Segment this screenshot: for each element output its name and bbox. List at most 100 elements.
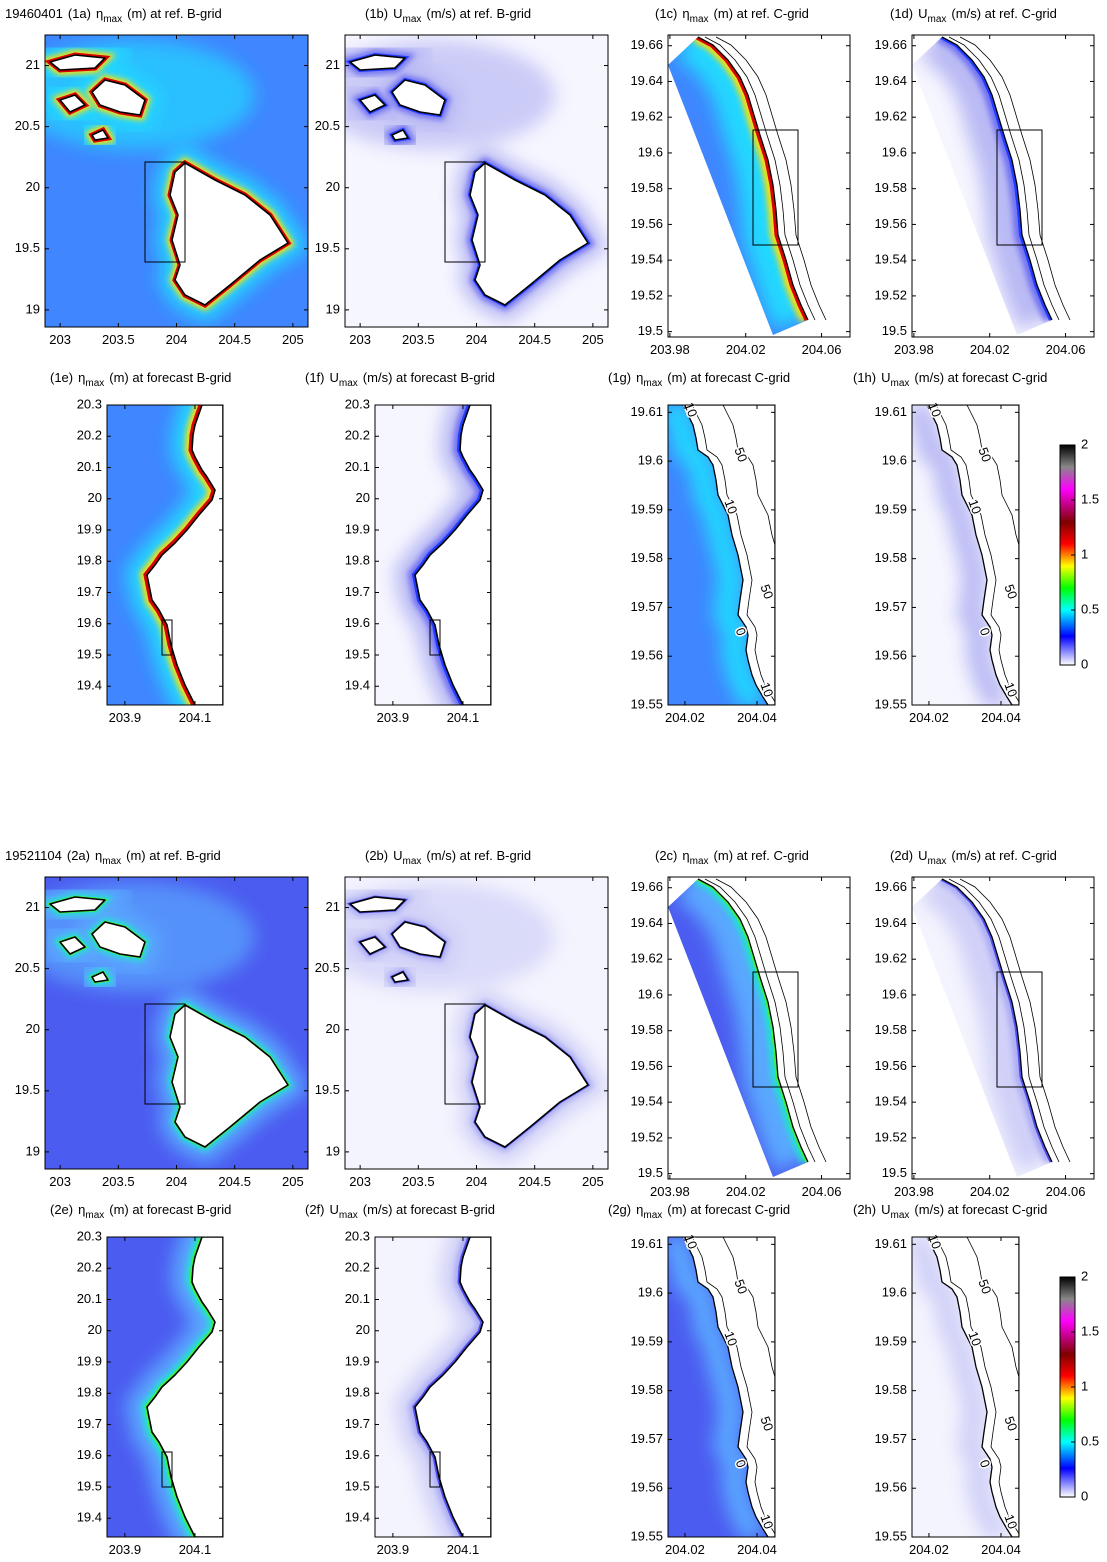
quantity-symbol: U [881,370,890,385]
inset-box [429,619,441,656]
depth-contour [691,1237,775,1535]
island [391,79,446,116]
panel-title-text: (m/s) at forecast C-grid [914,1202,1047,1217]
map-panel: (2g) ηmax (m) at forecast C-grid1050105001… [608,1202,790,1557]
y-tick-label: 20 [326,1021,340,1036]
y-tick-label: 19.57 [874,1431,907,1446]
panel-label: (1g) [608,370,631,385]
y-tick-label: 19.55 [630,696,663,711]
y-tick-label: 19.4 [345,1510,370,1525]
quantity-subscript: max [403,856,422,867]
coastline [697,878,809,1163]
y-tick-label: 19.7 [77,584,102,599]
y-tick-label: 19.56 [874,1058,907,1073]
x-tick-label: 203.9 [109,1542,142,1557]
quantity-subscript: max [643,378,662,389]
contour-label: 10 [1001,680,1020,699]
y-tick-label: 19.56 [630,1480,663,1495]
island [359,936,386,955]
panel-title: (1d) Umax (m/s) at ref. C-grid [890,6,1057,25]
quantity-symbol: U [918,6,927,21]
y-tick-label: 20.2 [345,1260,370,1275]
quantity-symbol: η [636,1202,643,1217]
x-tick-label: 203.98 [894,1184,934,1199]
y-tick-label: 19.7 [77,1416,102,1431]
contour-label: 10 [721,1329,740,1348]
map-panel: (1c) ηmax (m) at ref. C-grid 203.98 204.02 20… [630,6,851,357]
x-tick-label: 203.98 [894,342,934,357]
quantity-symbol: η [682,6,689,21]
y-tick-label: 20.5 [15,960,40,975]
y-tick-label: 20 [356,1322,370,1337]
date: 19460401 [5,6,63,21]
contour-label: 50 [975,445,994,464]
y-tick-label: 19.55 [874,1528,907,1543]
y-tick-label: 20 [326,179,340,194]
y-tick-label: 19.8 [77,553,102,568]
y-tick-label: 19.64 [874,915,907,930]
axes-frame [911,404,1020,706]
y-tick-label: 20.3 [345,396,370,411]
map-field [912,879,1052,1177]
island [469,162,589,306]
y-tick-label: 19.8 [345,1385,370,1400]
inset-box [144,161,186,263]
map-field [375,1237,491,1537]
panel-title: (2b) Umax (m/s) at ref. B-grid [365,848,531,867]
y-tick-label: 19.56 [630,216,663,231]
y-tick-label: 19.52 [874,1129,907,1144]
x-tick-label: 204.5 [218,1174,251,1189]
map-panel: 19521104 (2a) ηmax (m) at ref. B-grid 203 203… [5,848,309,1189]
land [926,405,1019,705]
quantity-subscript: max [85,378,104,389]
colorbar: 0 0.5 1 1.5 2 [1059,436,1099,671]
inset-box [996,129,1043,246]
contour-label: 50 [757,1414,776,1433]
inset-box [161,1451,173,1488]
island [391,129,409,141]
axes-frame [911,1236,1020,1538]
axes-frame [667,1236,776,1538]
x-tick-label: 203.5 [102,332,135,347]
y-tick-label: 20.5 [315,960,340,975]
land [682,1237,775,1537]
contour-label: 10 [757,680,776,699]
panel-label: (2f) [305,1202,325,1217]
x-tick-label: 204.1 [179,710,212,725]
x-tick-label: 204.02 [970,342,1010,357]
island [49,896,106,913]
y-tick-label: 19.4 [77,678,102,693]
y-tick-label: 19.55 [630,1528,663,1543]
x-tick-label: 204 [466,1174,488,1189]
island [469,1004,589,1148]
quantity-symbol: η [96,6,103,21]
y-tick-label: 19.54 [874,252,907,267]
panel-title: (2h) Umax (m/s) at forecast C-grid [853,1202,1047,1221]
panel-title-text: (m/s) at forecast C-grid [914,370,1047,385]
y-tick-label: 19.52 [874,287,907,302]
y-tick-label: 21 [26,57,40,72]
y-tick-label: 19.58 [630,180,663,195]
depth-contour [704,36,816,321]
map-field [912,1237,1019,1537]
x-tick-label: 204.1 [447,1542,480,1557]
y-tick-label: 19.62 [630,109,663,124]
axes-frame [106,1236,224,1538]
x-tick-label: 203 [49,332,71,347]
y-tick-label: 21 [326,899,340,914]
y-tick-label: 19.4 [345,678,370,693]
quantity-subscript: max [928,14,947,25]
coast-glow [668,1237,767,1537]
y-tick-label: 19.54 [630,1094,663,1109]
coast-band [695,37,808,322]
colorbar-tick-label: 1.5 [1081,1323,1099,1338]
map-field [345,877,608,1169]
depth-contour [722,405,775,547]
island [349,54,406,71]
y-tick-label: 19.58 [874,180,907,195]
y-tick-label: 19.52 [630,1129,663,1144]
y-tick-label: 19.62 [874,951,907,966]
map-field [107,405,223,705]
map-field [668,879,808,1177]
map-field [668,405,775,705]
